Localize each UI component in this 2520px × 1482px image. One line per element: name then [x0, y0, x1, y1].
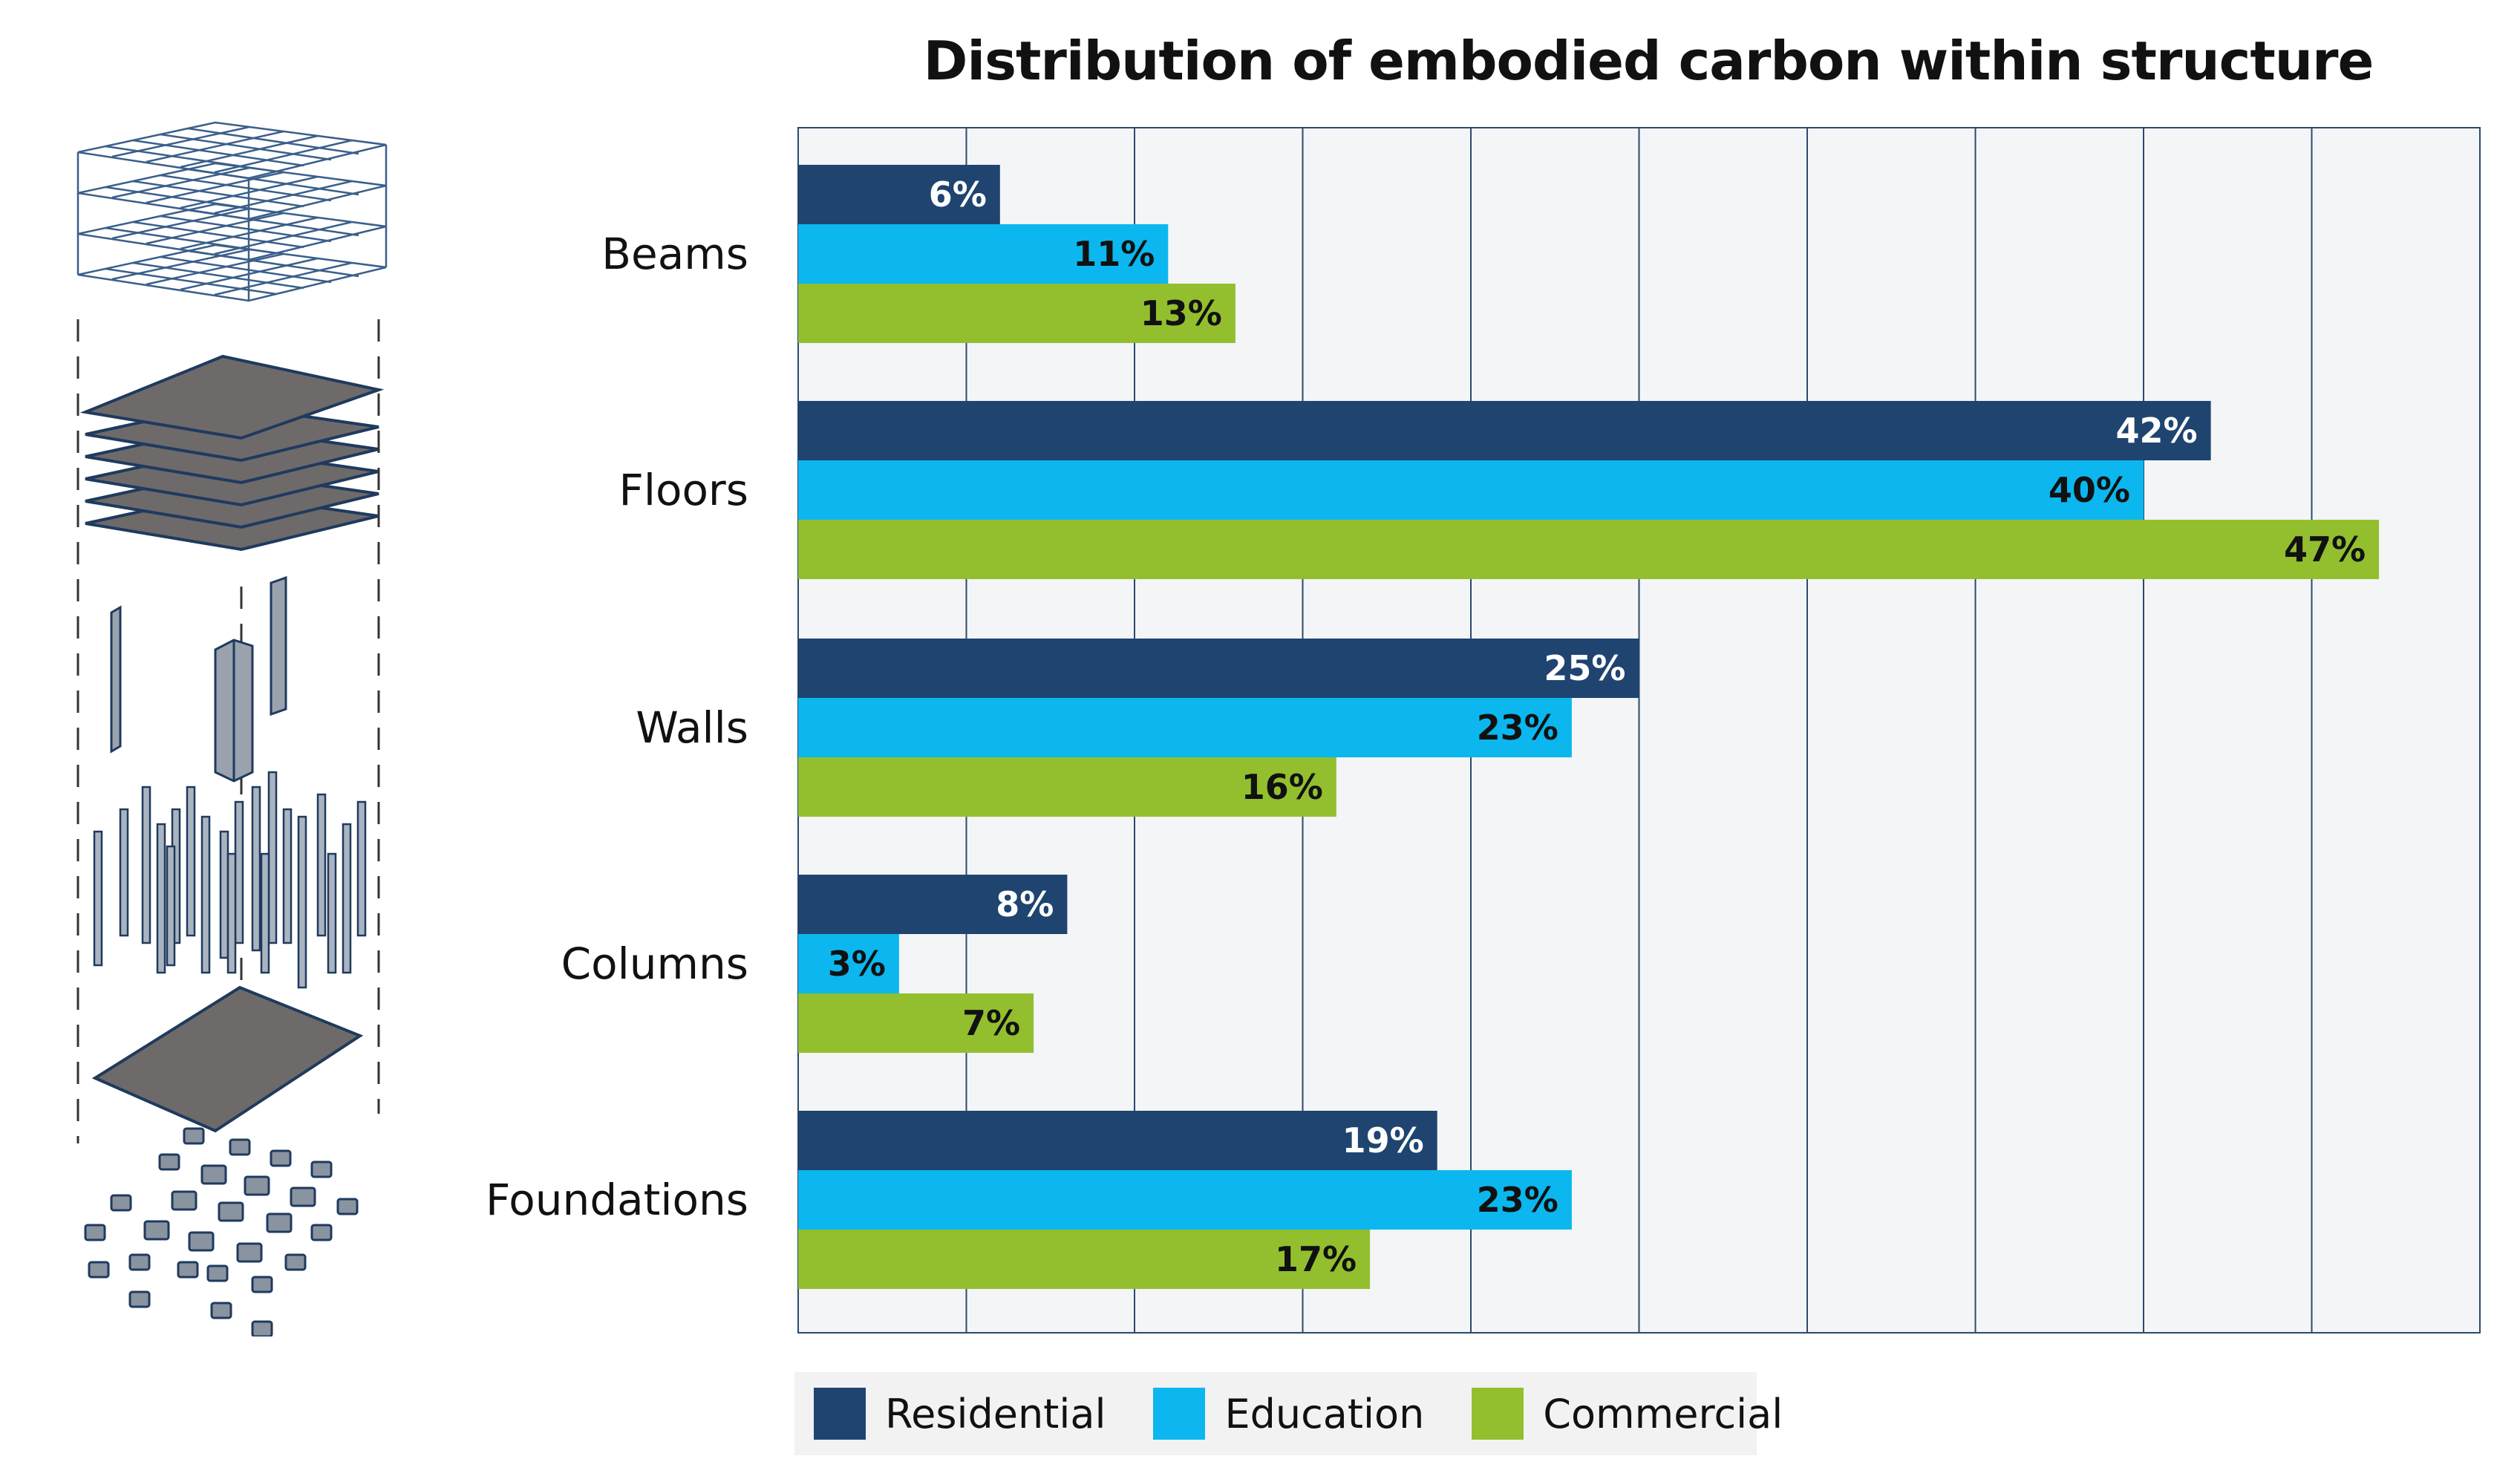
- category-label-foundations: Foundations: [486, 1175, 748, 1225]
- columns-icon: [93, 771, 367, 989]
- legend-label: Education: [1224, 1390, 1425, 1437]
- floor-slab-icon: [79, 354, 385, 552]
- data-label: 3%: [828, 944, 886, 984]
- data-label: 6%: [929, 174, 987, 215]
- legend-label: Residential: [885, 1390, 1106, 1437]
- foundation-pads-icon: [84, 1127, 359, 1336]
- category-label-floors: Floors: [618, 465, 748, 515]
- bar-residential-floors: [798, 401, 2211, 460]
- data-label: 42%: [2115, 411, 2197, 451]
- legend-swatch: [814, 1388, 866, 1440]
- legend-swatch: [1472, 1388, 1524, 1440]
- data-label: 40%: [2049, 470, 2130, 510]
- data-label: 17%: [1275, 1239, 1357, 1279]
- data-label: 16%: [1241, 767, 1323, 807]
- bar-residential-walls: [798, 639, 1639, 698]
- data-label: 8%: [996, 884, 1054, 924]
- chart-title: Distribution of embodied carbon within s…: [923, 30, 2374, 92]
- bar-commercial-columns: [798, 993, 1034, 1053]
- bar-education-beams: [798, 224, 1169, 284]
- bar-residential-beams: [798, 165, 1000, 224]
- category-label-beams: Beams: [601, 229, 748, 279]
- category-label-walls: Walls: [636, 702, 748, 753]
- category-label-columns: Columns: [561, 939, 748, 989]
- legend-item-commercial: Commercial: [1472, 1388, 1783, 1440]
- wall-panels-icon: [110, 575, 287, 783]
- chart-legend: Residential Education Commercial: [794, 1372, 1783, 1455]
- bar-education-foundations: [798, 1170, 1572, 1230]
- beam-grid-icon: [76, 121, 388, 302]
- structure-illustration-icon: [76, 121, 388, 1336]
- bar-commercial-walls: [798, 757, 1336, 817]
- legend-swatch: [1153, 1388, 1206, 1440]
- bar-education-floors: [798, 460, 2144, 520]
- bar-residential-columns: [798, 875, 1068, 934]
- legend-item-residential: Residential: [814, 1388, 1106, 1440]
- bar-education-walls: [798, 698, 1572, 757]
- bar-residential-foundations: [798, 1111, 1437, 1170]
- data-label: 23%: [1477, 1180, 1558, 1220]
- bar-commercial-foundations: [798, 1230, 1371, 1289]
- data-label: 25%: [1544, 648, 1625, 688]
- data-label: 11%: [1073, 234, 1155, 274]
- ground-slab-icon: [91, 985, 364, 1133]
- data-label: 13%: [1140, 293, 1222, 333]
- legend-label: Commercial: [1543, 1390, 1783, 1437]
- bar-commercial-beams: [798, 284, 1235, 343]
- data-label: 7%: [962, 1003, 1020, 1043]
- bar-commercial-floors: [798, 520, 2380, 579]
- data-label: 19%: [1342, 1120, 1424, 1161]
- data-label: 23%: [1477, 708, 1558, 748]
- data-label: 47%: [2284, 529, 2366, 569]
- bar-education-columns: [798, 934, 899, 993]
- legend-item-education: Education: [1153, 1388, 1424, 1440]
